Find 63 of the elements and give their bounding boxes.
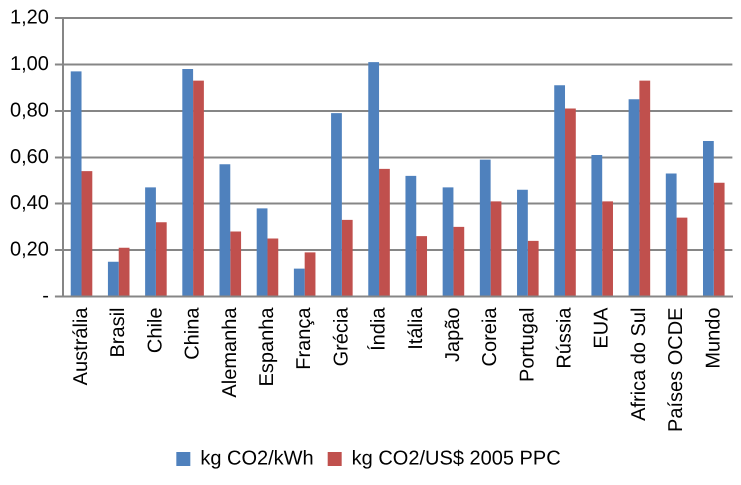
x-tick-label: Alemanha: [218, 306, 241, 398]
bar: [628, 99, 640, 296]
bar: [442, 187, 454, 296]
bar: [342, 220, 353, 296]
bar: [379, 168, 390, 296]
x-tick-label: França: [293, 306, 316, 370]
bar: [714, 182, 725, 296]
x-tick-label: Espanha: [256, 306, 278, 386]
x-tick-label: Japão: [442, 308, 464, 362]
x-tick-label: Chile: [144, 308, 166, 354]
y-tick-label: 0,60: [10, 146, 49, 168]
x-tick-label: Coreia: [479, 306, 502, 366]
bar: [220, 164, 230, 296]
bar: [554, 85, 566, 296]
x-tick-label: Itália: [404, 306, 427, 350]
bar: [666, 174, 677, 296]
x-tick-label: Grécia: [330, 306, 352, 366]
legend-label: kg CO2/kWh: [200, 448, 314, 470]
x-tick-label: Mundo: [702, 308, 724, 369]
bar: [294, 268, 305, 296]
bar: [416, 236, 428, 296]
y-tick-label: 1,00: [10, 52, 49, 75]
bar: [591, 154, 602, 296]
bar: [565, 108, 576, 296]
bar: [108, 262, 119, 296]
bar: [70, 71, 82, 296]
x-tick-label: EUA: [590, 306, 613, 349]
bar: [639, 80, 650, 296]
bar: [230, 232, 242, 296]
y-tick-label: 0,20: [10, 238, 49, 261]
x-tick-label: Rússia: [554, 306, 576, 369]
bar: [267, 238, 278, 296]
bar: [331, 113, 342, 296]
bar: [453, 226, 464, 296]
bar: [145, 187, 156, 296]
bar: [480, 160, 491, 296]
x-tick-label: China: [182, 306, 204, 360]
bar: [702, 141, 714, 296]
bar: [676, 218, 688, 296]
y-tick-label: 0,40: [10, 192, 49, 214]
bar: [156, 222, 167, 296]
legend-label: kg CO2/US$ 2005 PPC: [352, 448, 561, 470]
bar: [304, 252, 316, 296]
x-tick-label: Países OCDE: [665, 308, 688, 432]
x-tick-label: Índia: [366, 306, 390, 351]
bar: [82, 171, 92, 296]
bar: [256, 208, 268, 296]
bar: [490, 201, 502, 296]
x-tick-label: Austrália: [70, 306, 92, 386]
bar: [528, 240, 539, 296]
bar: [602, 201, 613, 296]
x-tick-label: Africa do Sul: [628, 308, 650, 421]
bar: [193, 80, 204, 296]
y-tick-label: -: [42, 285, 49, 308]
y-tick-label: 1,20: [10, 6, 49, 29]
bar: [118, 248, 130, 296]
bar: [182, 69, 194, 296]
x-tick-label: Brasil: [107, 308, 130, 358]
bar: [368, 62, 380, 296]
x-tick-label: Portugal: [516, 308, 538, 382]
y-tick-label: 0,80: [10, 99, 49, 122]
bar: [405, 176, 416, 296]
bar: [517, 190, 528, 296]
